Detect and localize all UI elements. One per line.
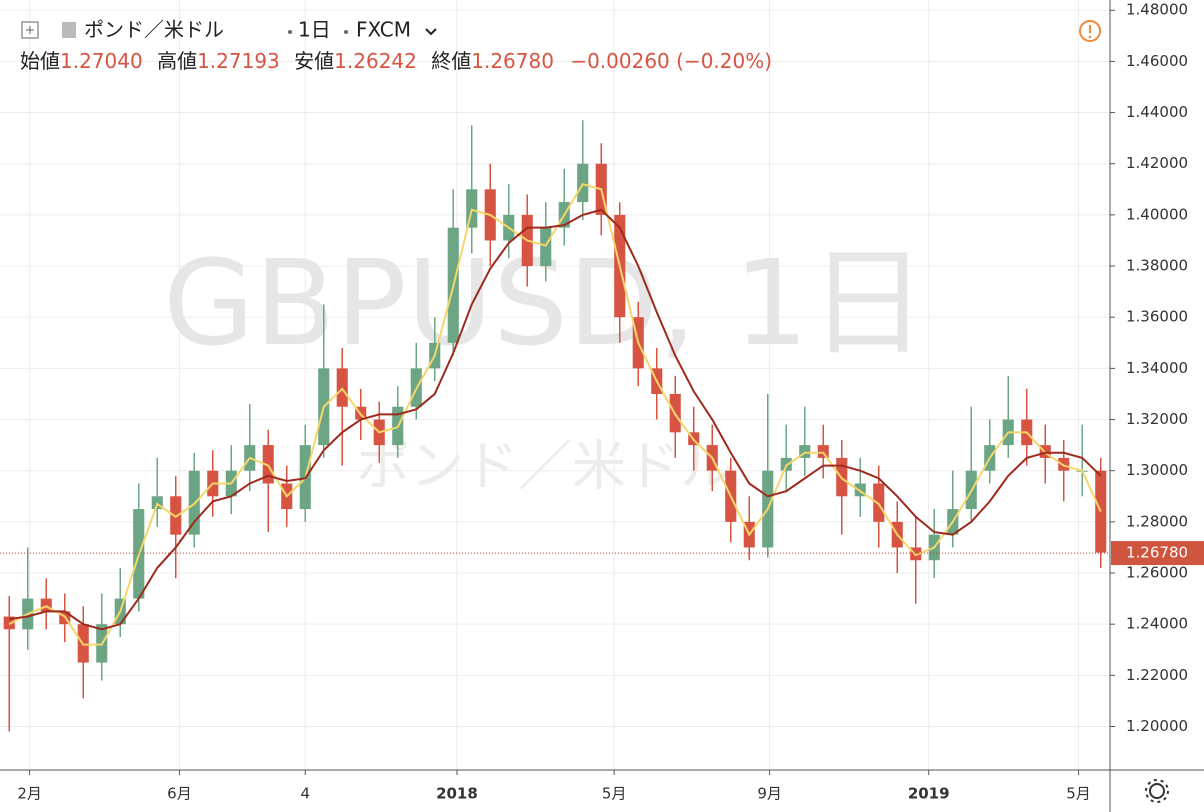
- y-tick-label: 1.22000: [1126, 666, 1188, 684]
- y-tick-label: 1.28000: [1126, 512, 1188, 530]
- high-label: 高値: [157, 49, 197, 73]
- alert-icon: [1088, 35, 1092, 39]
- candle-body: [262, 445, 274, 484]
- candle-body: [151, 496, 163, 510]
- y-tick-label: 1.46000: [1126, 52, 1188, 70]
- candle-body: [170, 496, 182, 535]
- y-tick-label: 1.36000: [1126, 308, 1188, 326]
- separator: [288, 30, 292, 34]
- symbol: ポンド／米ドル: [84, 18, 224, 42]
- plot: [0, 120, 1110, 732]
- moving-average: [8, 183, 1102, 646]
- x-tick-label: 2019: [908, 785, 950, 803]
- candle-body: [799, 445, 811, 458]
- candle-body: [466, 189, 478, 228]
- y-tick-label: 1.44000: [1126, 103, 1188, 121]
- candle-body: [854, 483, 866, 497]
- candle-body: [3, 616, 15, 630]
- y-tick-label: 1.24000: [1126, 615, 1188, 633]
- candle-body: [873, 483, 885, 522]
- candle-body: [780, 457, 792, 471]
- watermark-sub: ポンド／米ドル: [356, 435, 734, 498]
- x-tick-label: 2018: [436, 785, 478, 803]
- separator: [344, 30, 348, 34]
- dropdown-icon[interactable]: [425, 28, 437, 36]
- expand-icon[interactable]: [21, 21, 39, 39]
- y-tick-label: 1.30000: [1126, 461, 1188, 479]
- settings-icon: [1145, 779, 1169, 803]
- x-tick-label: 5月: [1066, 785, 1091, 803]
- y-tick-label: 1.26000: [1126, 564, 1188, 582]
- y-tick-label: 1.38000: [1126, 257, 1188, 275]
- x-tick-label: 5月: [602, 785, 627, 803]
- close-value: 1.26780: [471, 49, 554, 73]
- candle-body: [40, 598, 52, 612]
- candle-body: [1058, 457, 1070, 471]
- interval: 1日: [298, 18, 331, 42]
- open-label: 始値: [20, 49, 60, 73]
- candle-body: [817, 445, 829, 458]
- source[interactable]: FXCM: [356, 18, 411, 42]
- alert-icon[interactable]: [1079, 20, 1101, 42]
- change: −0.00260 (−0.20%): [570, 49, 772, 73]
- x-tick-label: 2月: [17, 785, 42, 803]
- high-value: 1.27193: [197, 49, 280, 73]
- settings-icon[interactable]: [1149, 783, 1165, 799]
- x-tick-label: 6月: [167, 785, 192, 803]
- moving-average: [9, 208, 1102, 631]
- grid: [0, 0, 1110, 770]
- x-tick-label: 4: [300, 785, 310, 803]
- y-tick-label: 1.32000: [1126, 410, 1188, 428]
- candle-body: [577, 163, 589, 203]
- axes: 1.20000 1.22000 1.24000 1.26000 1.28000 1.300…: [17, 1, 1204, 803]
- y-tick-label: 1.48000: [1126, 1, 1188, 19]
- y-tick-label: 1.34000: [1126, 359, 1188, 377]
- candle-body: [540, 227, 552, 267]
- y-tick-label: 1.40000: [1126, 205, 1188, 223]
- last-price-label: 1.26780: [1126, 544, 1188, 562]
- y-tick-label: 1.20000: [1126, 717, 1188, 735]
- close-label: 終値: [431, 49, 471, 73]
- low-label: 安値: [294, 49, 334, 73]
- x-tick-label: 9月: [757, 785, 782, 803]
- symbol-icon: [62, 22, 76, 38]
- y-tick-label: 1.42000: [1126, 154, 1188, 172]
- open-value: 1.27040: [60, 49, 143, 73]
- low-value: 1.26242: [334, 49, 417, 73]
- last-price-box: [1111, 541, 1204, 566]
- ohlc-line: 始値1.27040 高値1.27193 安値1.26242 終値1.26780 …: [20, 49, 772, 73]
